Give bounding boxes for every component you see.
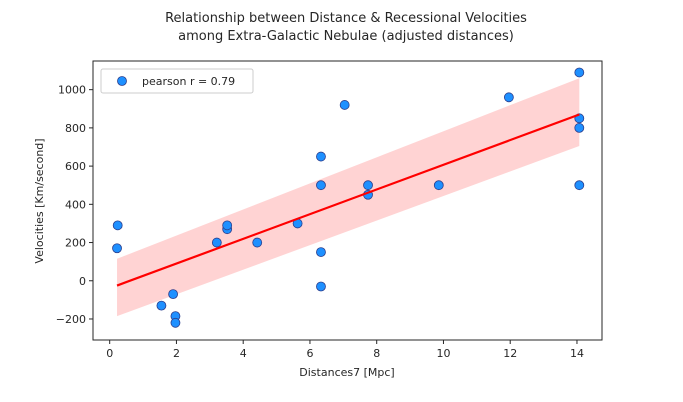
x-tick-label: 10 (436, 347, 450, 360)
x-tick-label: 14 (570, 347, 584, 360)
legend: pearson r = 0.79 (100, 68, 254, 94)
x-tick-label: 8 (373, 347, 380, 360)
confidence-band (117, 78, 580, 317)
y-axis: −200 0 200 400 600 800 1000 (56, 84, 93, 326)
data-point (363, 180, 373, 191)
x-tick-label: 2 (173, 347, 180, 360)
chart-title-line-1: Relationship between Distance & Recessio… (165, 11, 527, 26)
data-point (211, 237, 222, 248)
x-tick-label: 0 (106, 347, 113, 360)
data-point (252, 237, 263, 248)
data-point (168, 289, 179, 300)
x-axis-label: Distances7 [Mpc] (299, 366, 394, 379)
data-point (112, 220, 123, 231)
data-point (503, 92, 514, 103)
data-point (222, 220, 233, 231)
plot-area (112, 67, 585, 328)
y-tick-label: −200 (56, 313, 86, 326)
x-tick-label: 6 (306, 347, 313, 360)
data-point (339, 100, 350, 110)
data-point (316, 180, 326, 191)
y-tick-label: 200 (65, 237, 86, 250)
y-tick-label: 1000 (58, 84, 86, 97)
data-point (433, 180, 444, 191)
y-tick-label: 400 (65, 198, 86, 211)
y-axis-label: Velocities [Km/second] (33, 138, 46, 263)
data-point (574, 67, 585, 78)
plot-frame (92, 60, 603, 341)
data-point (170, 317, 181, 328)
y-tick-label: 0 (79, 275, 86, 288)
data-point (156, 300, 167, 311)
x-axis: 0 2 4 6 8 10 12 14 (106, 340, 584, 360)
chart-title-line-2: among Extra-Galactic Nebulae (adjusted d… (178, 29, 514, 44)
regression-line (116, 113, 580, 287)
data-point (316, 151, 326, 162)
data-point (112, 243, 122, 254)
legend-marker (117, 76, 127, 86)
y-tick-label: 600 (65, 160, 86, 173)
data-point (574, 122, 585, 133)
y-tick-label: 800 (65, 122, 86, 135)
data-point (316, 281, 326, 292)
data-point (574, 180, 585, 191)
x-tick-label: 12 (503, 347, 517, 360)
data-point (316, 247, 326, 257)
legend-label: pearson r = 0.79 (142, 75, 235, 88)
legend-box (100, 68, 254, 94)
x-tick-label: 4 (240, 347, 247, 360)
